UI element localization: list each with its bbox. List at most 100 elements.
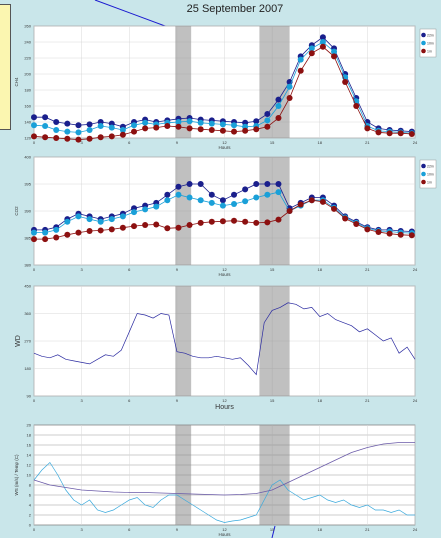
data-point xyxy=(131,209,138,216)
legend-label: 22m xyxy=(427,33,434,37)
data-point xyxy=(319,39,326,45)
data-point xyxy=(342,79,349,85)
data-point xyxy=(264,123,271,130)
data-point xyxy=(319,198,326,205)
data-point xyxy=(142,125,149,132)
data-point xyxy=(86,227,93,234)
x-axis-label: Hours xyxy=(218,272,231,277)
shaded-interval xyxy=(175,26,192,138)
x-tick-label: 18 xyxy=(318,527,323,532)
x-tick-label: 18 xyxy=(318,267,323,272)
y-tick-label: 4 xyxy=(29,503,32,508)
y-tick-label: 385 xyxy=(24,236,31,241)
chart-title: 25 September 2007 xyxy=(186,3,284,15)
data-point xyxy=(75,136,82,143)
x-tick-label: 12 xyxy=(222,267,227,272)
data-point xyxy=(119,213,126,220)
shaded-interval xyxy=(259,286,290,396)
data-point xyxy=(308,50,315,57)
data-point xyxy=(53,234,60,241)
data-point xyxy=(208,120,215,127)
data-point xyxy=(364,226,371,233)
x-tick-label: 6 xyxy=(128,527,131,532)
data-point xyxy=(75,129,82,136)
data-point xyxy=(386,230,393,237)
annotation-note-box xyxy=(0,4,11,130)
data-point xyxy=(108,216,115,223)
data-point xyxy=(108,226,115,233)
shaded-interval xyxy=(175,286,192,396)
legend-marker xyxy=(421,179,426,185)
data-point xyxy=(242,127,249,134)
x-tick-label: 21 xyxy=(365,527,370,532)
data-point xyxy=(175,191,182,198)
data-point xyxy=(219,121,226,128)
data-point xyxy=(53,127,60,133)
y-tick-label: 400 xyxy=(24,155,31,160)
data-point xyxy=(197,219,204,226)
data-point xyxy=(142,119,149,126)
y-tick-label: 395 xyxy=(24,182,31,187)
data-point xyxy=(86,216,93,223)
data-point xyxy=(31,114,37,121)
x-tick-label: 12 xyxy=(222,527,227,532)
data-point xyxy=(75,229,82,236)
data-point xyxy=(97,227,104,234)
x-tick-label: 15 xyxy=(270,140,275,145)
data-point xyxy=(97,123,104,129)
x-tick-label: 24 xyxy=(413,267,418,272)
shaded-interval xyxy=(259,425,290,525)
data-point xyxy=(275,96,282,103)
x-tick-label: 6 xyxy=(128,267,131,272)
data-point xyxy=(331,205,338,212)
x-tick-label: 21 xyxy=(365,140,370,145)
data-point xyxy=(231,122,238,129)
data-point xyxy=(197,197,204,204)
data-point xyxy=(242,198,249,205)
data-point xyxy=(119,131,126,138)
y-tick-label: 270 xyxy=(24,339,31,344)
x-tick-label: 18 xyxy=(318,398,323,403)
legend-marker xyxy=(421,40,426,46)
y-axis-label: CH4 xyxy=(14,77,19,86)
data-point xyxy=(375,129,382,136)
chart-panel-2: 380 385 390 395 400 0 3 6 9 12 15 18 21 24 Hours CO2 22m… xyxy=(14,155,437,277)
data-point xyxy=(131,122,138,129)
data-point xyxy=(119,127,126,133)
x-tick-label: 0 xyxy=(33,267,36,272)
x-tick-label: 3 xyxy=(81,140,84,145)
data-point xyxy=(75,213,82,220)
data-point xyxy=(253,194,260,201)
data-point xyxy=(219,218,226,225)
x-tick-label: 9 xyxy=(176,527,179,532)
x-tick-label: 24 xyxy=(413,527,418,532)
data-point xyxy=(164,123,171,129)
x-tick-label: 6 xyxy=(128,140,131,145)
data-point xyxy=(53,119,60,125)
data-point xyxy=(253,219,260,226)
data-point xyxy=(42,123,49,129)
series-line xyxy=(33,302,416,376)
data-point xyxy=(208,191,215,198)
data-point xyxy=(242,218,249,225)
data-point xyxy=(64,128,71,135)
y-tick-label: 380 xyxy=(24,263,31,268)
data-point xyxy=(197,119,204,126)
series-line xyxy=(33,461,415,523)
data-point xyxy=(219,202,226,209)
y-tick-label: 18 xyxy=(27,433,32,438)
data-point xyxy=(208,199,215,206)
shaded-interval xyxy=(259,26,290,138)
data-point xyxy=(42,229,49,236)
data-point xyxy=(197,181,204,187)
x-tick-label: 15 xyxy=(270,527,275,532)
data-point xyxy=(175,123,182,130)
data-point xyxy=(53,226,60,233)
data-point xyxy=(131,223,138,230)
y-tick-label: 8 xyxy=(29,483,32,488)
y-tick-label: 0 xyxy=(29,523,32,528)
data-point xyxy=(253,181,260,187)
data-point xyxy=(175,224,182,231)
data-point xyxy=(186,194,193,201)
